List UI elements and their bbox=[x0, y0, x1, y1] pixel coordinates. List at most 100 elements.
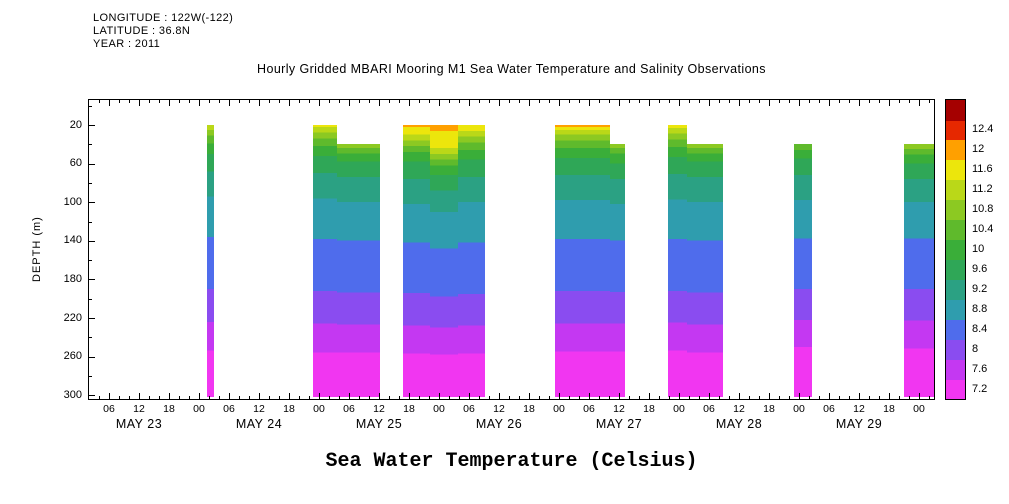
colorbar-segment bbox=[946, 259, 965, 280]
x-tick bbox=[459, 396, 460, 399]
x-tick bbox=[309, 100, 310, 103]
x-tick bbox=[469, 100, 470, 106]
x-tick bbox=[589, 100, 590, 106]
x-tick bbox=[609, 100, 610, 103]
x-tick bbox=[459, 100, 460, 103]
x-tick-label: 18 bbox=[763, 403, 775, 415]
x-tick bbox=[759, 396, 760, 399]
x-tick bbox=[669, 396, 670, 399]
x-tick bbox=[109, 393, 110, 399]
colorbar-segment bbox=[946, 379, 965, 399]
x-tick bbox=[739, 100, 740, 106]
x-tick bbox=[699, 100, 700, 103]
contour-band bbox=[458, 125, 485, 398]
x-tick bbox=[159, 396, 160, 399]
contour-band bbox=[430, 125, 458, 398]
x-tick bbox=[509, 396, 510, 399]
x-tick bbox=[279, 396, 280, 399]
x-tick bbox=[339, 396, 340, 399]
colorbar-label: 10 bbox=[972, 243, 985, 255]
x-tick bbox=[499, 393, 500, 399]
y-tick bbox=[89, 298, 92, 300]
contour-band bbox=[313, 125, 337, 398]
x-tick bbox=[559, 393, 560, 399]
x-tick bbox=[259, 100, 260, 106]
x-tick bbox=[839, 100, 840, 103]
contour-band bbox=[207, 125, 214, 398]
x-tick bbox=[639, 396, 640, 399]
x-tick bbox=[769, 393, 770, 399]
x-tick bbox=[619, 393, 620, 399]
x-tick bbox=[859, 100, 860, 106]
x-tick bbox=[889, 393, 890, 399]
x-tick bbox=[449, 396, 450, 399]
x-tick bbox=[479, 100, 480, 103]
x-tick bbox=[789, 396, 790, 399]
x-tick bbox=[139, 100, 140, 106]
y-tick-label: 140 bbox=[63, 234, 82, 247]
x-tick-label: 06 bbox=[703, 403, 715, 415]
contour-band bbox=[336, 144, 380, 398]
x-tick-label: 12 bbox=[853, 403, 865, 415]
x-tick-label: 12 bbox=[733, 403, 745, 415]
x-tick bbox=[529, 100, 530, 106]
x-tick bbox=[729, 100, 730, 103]
x-tick bbox=[829, 393, 830, 399]
y-tick bbox=[89, 182, 92, 184]
x-tick bbox=[689, 100, 690, 103]
x-tick bbox=[649, 100, 650, 106]
y-tick bbox=[89, 125, 95, 127]
x-tick bbox=[229, 393, 230, 399]
colorbar-label: 8 bbox=[972, 342, 979, 355]
x-tick bbox=[759, 100, 760, 103]
y-tick bbox=[89, 105, 92, 107]
x-tick bbox=[659, 100, 660, 103]
y-tick-label: 220 bbox=[63, 311, 82, 324]
longitude-label: LONGITUDE : 122W(-122) bbox=[93, 12, 234, 24]
x-tick bbox=[889, 100, 890, 106]
x-tick bbox=[639, 100, 640, 103]
x-tick bbox=[539, 100, 540, 103]
x-tick bbox=[629, 396, 630, 399]
x-tick bbox=[439, 100, 440, 106]
x-tick bbox=[559, 100, 560, 106]
y-tick bbox=[89, 356, 95, 358]
x-tick bbox=[929, 100, 930, 103]
y-axis-title: DEPTH (m) bbox=[31, 216, 43, 283]
latitude-label: LATITUDE : 36.8N bbox=[93, 25, 191, 37]
x-tick bbox=[239, 100, 240, 103]
x-tick bbox=[869, 396, 870, 399]
x-tick bbox=[379, 100, 380, 106]
x-day-label: MAY 29 bbox=[835, 417, 883, 431]
header-info: LONGITUDE : 122W(-122) LATITUDE : 36.8N … bbox=[93, 12, 233, 51]
x-tick bbox=[119, 396, 120, 399]
x-tick-label: 18 bbox=[523, 403, 535, 415]
x-tick bbox=[909, 100, 910, 103]
x-tick bbox=[399, 396, 400, 399]
x-tick bbox=[859, 393, 860, 399]
y-tick bbox=[89, 395, 95, 397]
x-tick bbox=[519, 396, 520, 399]
x-tick bbox=[179, 396, 180, 399]
x-tick bbox=[869, 100, 870, 103]
x-tick bbox=[719, 396, 720, 399]
x-tick-label: 00 bbox=[193, 403, 205, 415]
x-tick bbox=[369, 396, 370, 399]
x-tick bbox=[149, 396, 150, 399]
x-day-label: MAY 27 bbox=[595, 417, 643, 431]
x-tick bbox=[229, 100, 230, 106]
x-tick bbox=[799, 100, 800, 106]
x-tick bbox=[549, 100, 550, 103]
x-tick bbox=[569, 396, 570, 399]
colorbar-label: 12 bbox=[972, 143, 985, 156]
x-tick bbox=[679, 100, 680, 106]
x-tick bbox=[419, 100, 420, 103]
x-tick bbox=[169, 393, 170, 399]
x-tick bbox=[289, 100, 290, 106]
colorbar-segment bbox=[946, 299, 965, 320]
x-tick-label: 12 bbox=[613, 403, 625, 415]
x-tick bbox=[709, 100, 710, 106]
x-tick bbox=[259, 393, 260, 399]
x-tick bbox=[729, 396, 730, 399]
x-tick bbox=[799, 393, 800, 399]
